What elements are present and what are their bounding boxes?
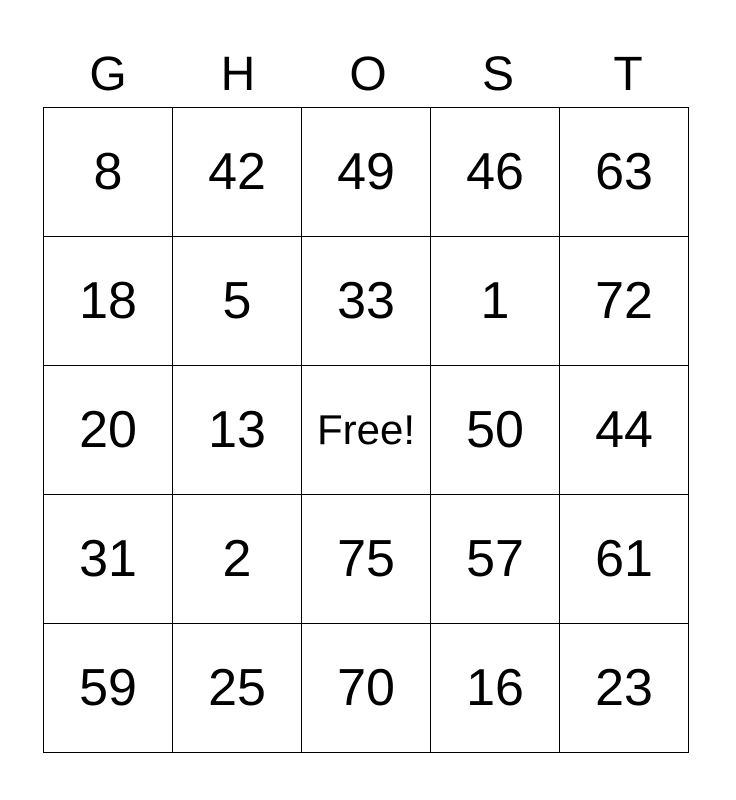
bingo-cell: 72 bbox=[559, 236, 689, 366]
bingo-row: 31 2 75 57 61 bbox=[43, 494, 689, 624]
bingo-cell: 46 bbox=[430, 107, 560, 237]
free-space: Free! bbox=[301, 365, 431, 495]
bingo-cell: 49 bbox=[301, 107, 431, 237]
bingo-cell: 70 bbox=[301, 623, 431, 753]
bingo-row: 20 13 Free! 50 44 bbox=[43, 365, 689, 495]
bingo-cell: 13 bbox=[172, 365, 302, 495]
bingo-cell: 20 bbox=[43, 365, 173, 495]
bingo-cell: 1 bbox=[430, 236, 560, 366]
bingo-cell: 57 bbox=[430, 494, 560, 624]
bingo-cell: 8 bbox=[43, 107, 173, 237]
header-letter: H bbox=[220, 48, 256, 101]
bingo-cell: 33 bbox=[301, 236, 431, 366]
bingo-cell: 42 bbox=[172, 107, 302, 237]
bingo-cell: 2 bbox=[172, 494, 302, 624]
bingo-cell: 5 bbox=[172, 236, 302, 366]
bingo-cell: 44 bbox=[559, 365, 689, 495]
bingo-cell: 25 bbox=[172, 623, 302, 753]
header-letter: S bbox=[481, 48, 514, 101]
bingo-row: 8 42 49 46 63 bbox=[43, 107, 689, 237]
bingo-cell: 31 bbox=[43, 494, 173, 624]
bingo-cell: 59 bbox=[43, 623, 173, 753]
bingo-cell: 50 bbox=[430, 365, 560, 495]
header-letter: G bbox=[89, 48, 127, 101]
header-letter: O bbox=[349, 48, 387, 101]
bingo-cell: 61 bbox=[559, 494, 689, 624]
bingo-cell: 75 bbox=[301, 494, 431, 624]
bingo-header: G H O S T bbox=[43, 46, 693, 104]
bingo-cell: 18 bbox=[43, 236, 173, 366]
bingo-cell: 23 bbox=[559, 623, 689, 753]
bingo-cell: 16 bbox=[430, 623, 560, 753]
bingo-row: 18 5 33 1 72 bbox=[43, 236, 689, 366]
bingo-cell: 63 bbox=[559, 107, 689, 237]
bingo-row: 59 25 70 16 23 bbox=[43, 623, 689, 753]
bingo-grid: 8 42 49 46 63 18 5 33 1 72 20 13 Free! 50 44 31 2 75 57 61 5… bbox=[43, 107, 689, 753]
header-letter: T bbox=[613, 48, 643, 101]
